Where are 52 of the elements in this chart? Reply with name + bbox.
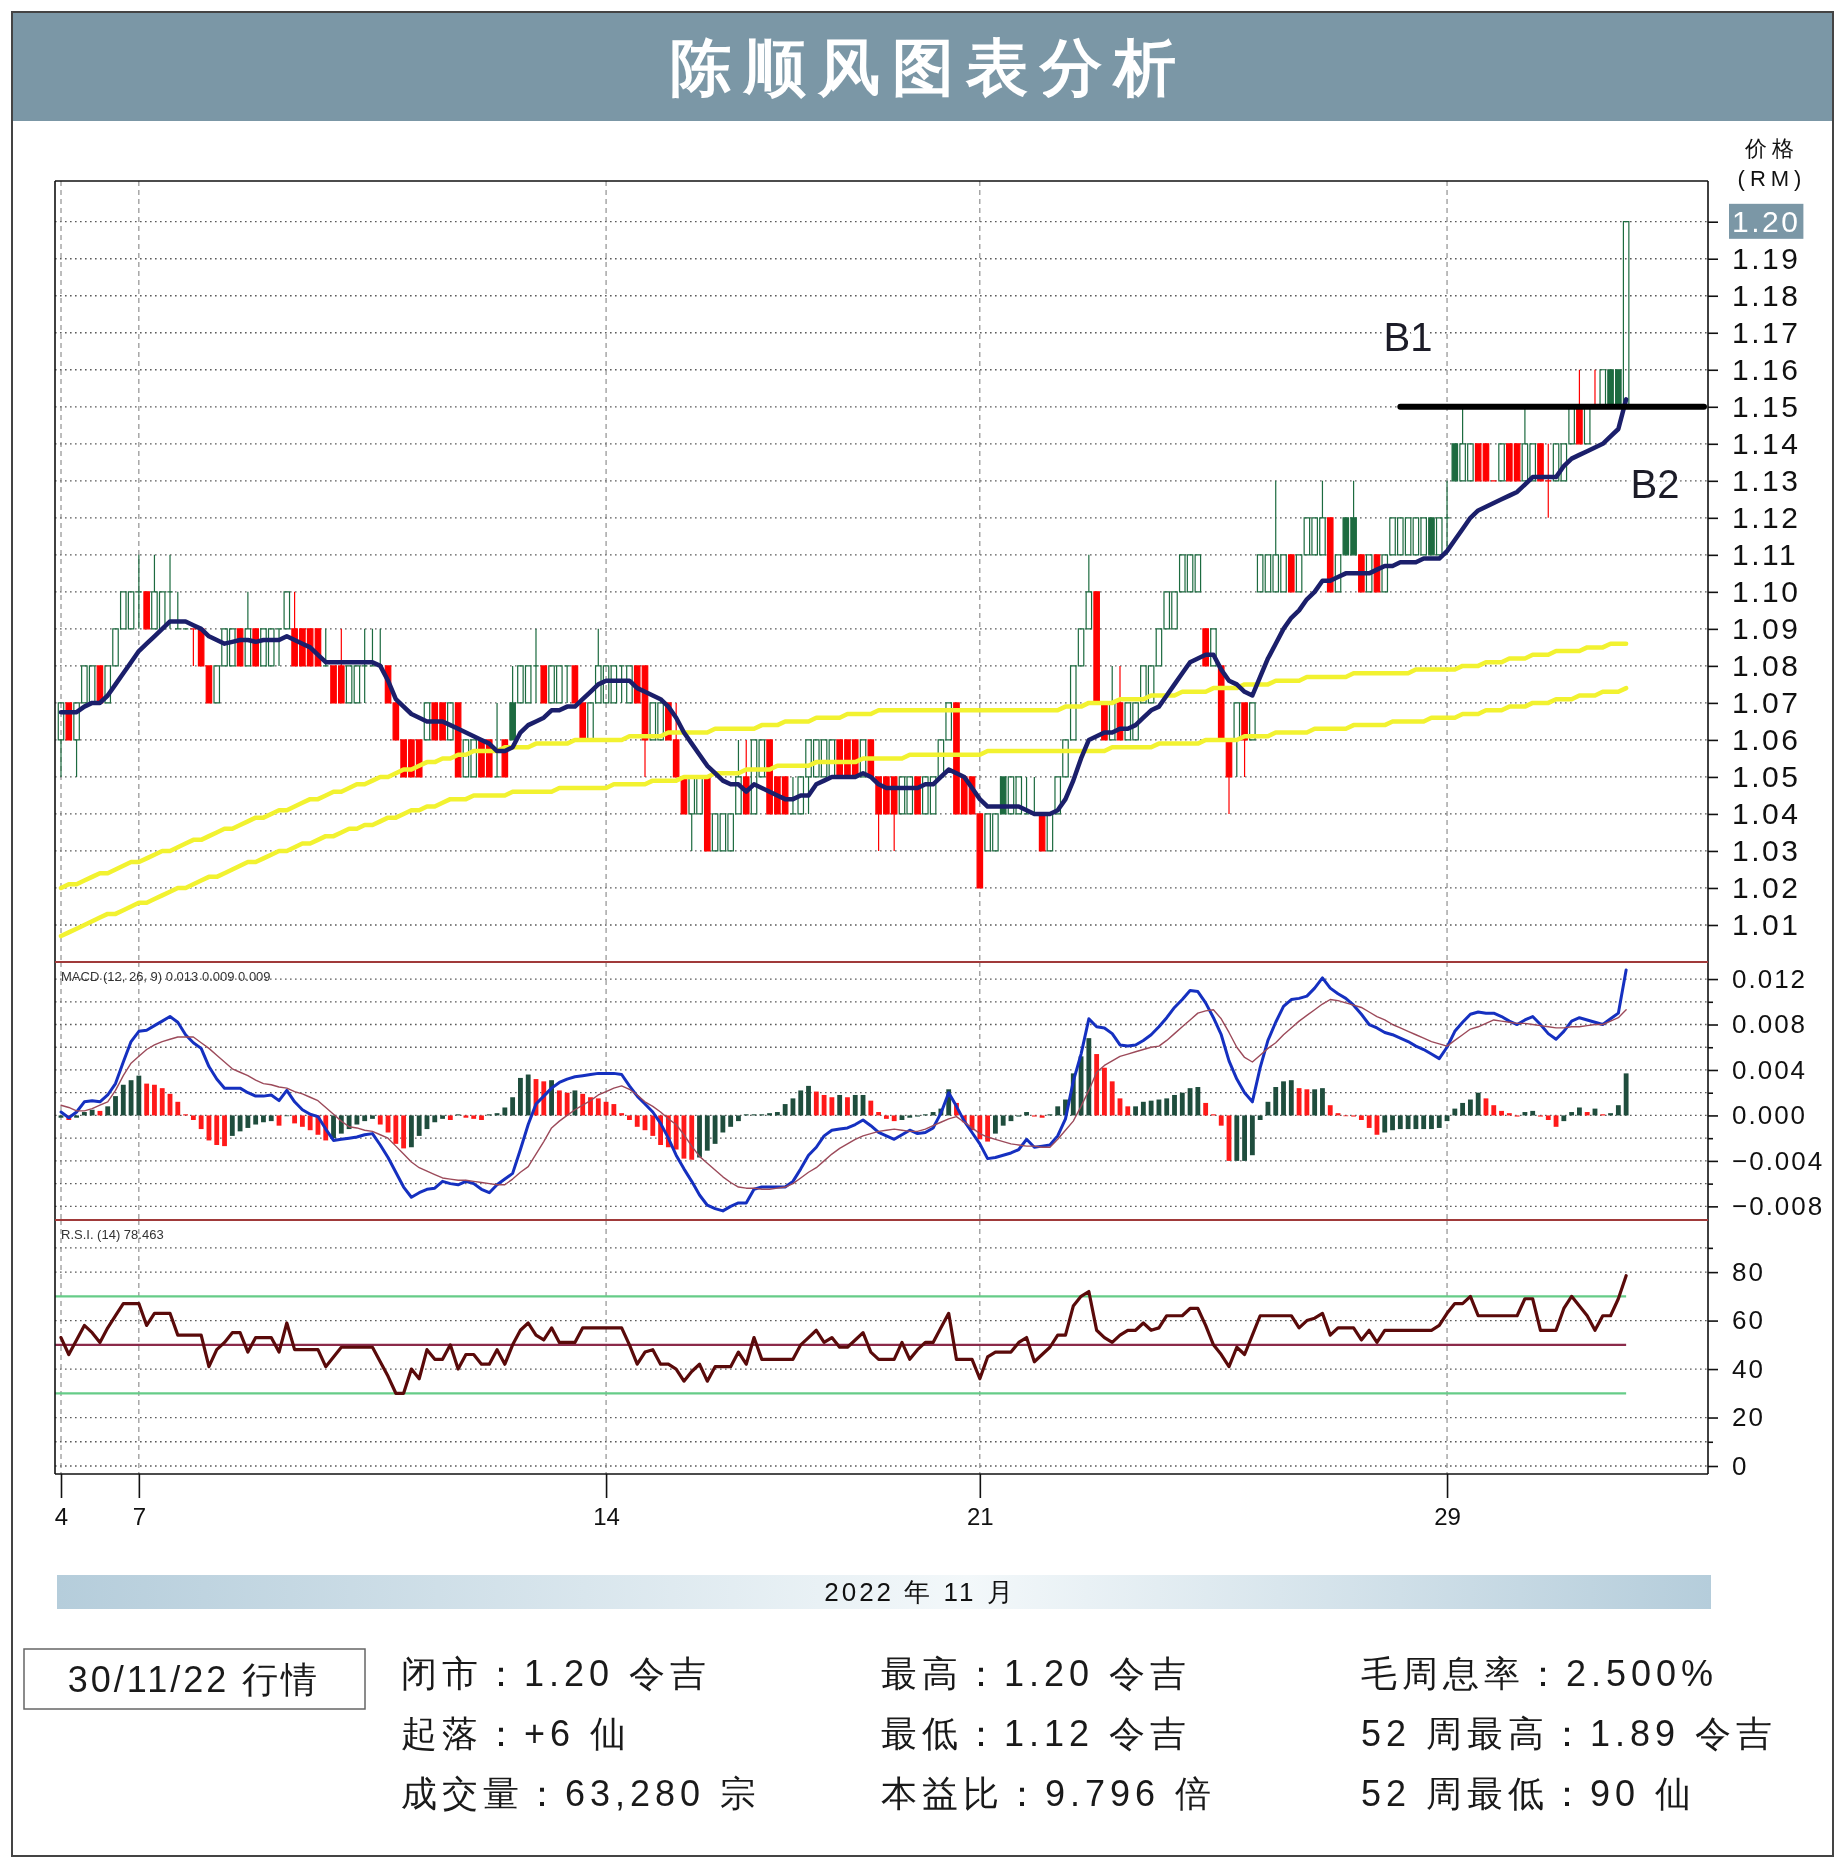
text: 30/11/22 行情 [67, 1659, 321, 1700]
y-tick-label: 1.15 [1732, 389, 1801, 423]
y-tick-label: 1.07 [1732, 686, 1801, 719]
y-tick-label: 1.17 [1732, 315, 1801, 349]
annotation: B2 [1630, 462, 1680, 506]
y-tick-label: 40 [1732, 1353, 1765, 1384]
y-tick-label: 0.008 [1732, 1009, 1808, 1040]
x-tick-label: 21 [966, 1503, 994, 1531]
y-tick-label: −0.008 [1732, 1191, 1825, 1222]
y-tick-label: 1.05 [1732, 760, 1801, 794]
text: 起落：+6 仙 [401, 1713, 632, 1754]
text: 52 周最低：90 仙 [1361, 1773, 1697, 1814]
y-tick-label: 1.19 [1732, 241, 1801, 275]
y-tick-label: 0.012 [1732, 963, 1808, 994]
x-tick-label: 4 [54, 1503, 69, 1531]
text: 52 周最高：1.89 令吉 [1361, 1713, 1778, 1754]
y-tick-label: 0 [1732, 1450, 1749, 1481]
y-tick-label: 0.000 [1732, 1100, 1808, 1131]
y-tick-label: 1.11 [1732, 537, 1799, 571]
y-tick-label: 20 [1732, 1402, 1765, 1433]
text: 最高：1.20 令吉 [881, 1653, 1192, 1694]
chart-title: 陈顺风图表分析 [669, 33, 1188, 102]
y-tick-label: 1.01 [1732, 908, 1801, 942]
y-tick-label: 1.02 [1732, 871, 1801, 905]
y-tick-label: 1.03 [1732, 834, 1801, 868]
text: 闭市：1.20 令吉 [401, 1653, 712, 1694]
x-tick-label: 29 [1434, 1503, 1461, 1531]
y-tick-label: 1.04 [1732, 797, 1801, 831]
annotation: MACD (12, 26, 9) 0.013 0.009 0.009 [61, 969, 271, 984]
y-tick-label: 1.10 [1732, 574, 1801, 608]
x-tick-label: 14 [593, 1503, 620, 1531]
y-tick-label: 1.13 [1732, 463, 1801, 497]
y-tick-label: 1.06 [1732, 723, 1801, 757]
y-tick-label: 1.18 [1732, 278, 1801, 312]
y-tick-label: 1.14 [1732, 426, 1801, 460]
y-tick-label: 1.16 [1732, 352, 1801, 386]
text: 本益比：9.796 倍 [881, 1773, 1217, 1814]
x-axis-title: 2022 年 11 月 [824, 1577, 1016, 1607]
text: 成交量：63,280 宗 [401, 1773, 762, 1814]
y-tick-label: −0.004 [1732, 1145, 1825, 1176]
y-tick-label: 80 [1732, 1256, 1765, 1287]
x-tick-label: 7 [132, 1503, 147, 1531]
y-axis-title: 价格 (RM) [1737, 136, 1807, 191]
y-tick-label: 0.004 [1732, 1054, 1808, 1085]
y-tick-label: 60 [1732, 1305, 1765, 1336]
annotation: R.S.I. (14) 78.463 [61, 1227, 164, 1242]
text: 最低：1.12 令吉 [881, 1713, 1192, 1754]
y-tick-label: 1.12 [1732, 500, 1801, 534]
y-tick-label: 1.09 [1732, 611, 1801, 645]
annotation: B1 [1383, 315, 1433, 359]
text: 毛周息率：2.500% [1361, 1653, 1719, 1694]
y-tick-label: 1.08 [1732, 648, 1801, 682]
